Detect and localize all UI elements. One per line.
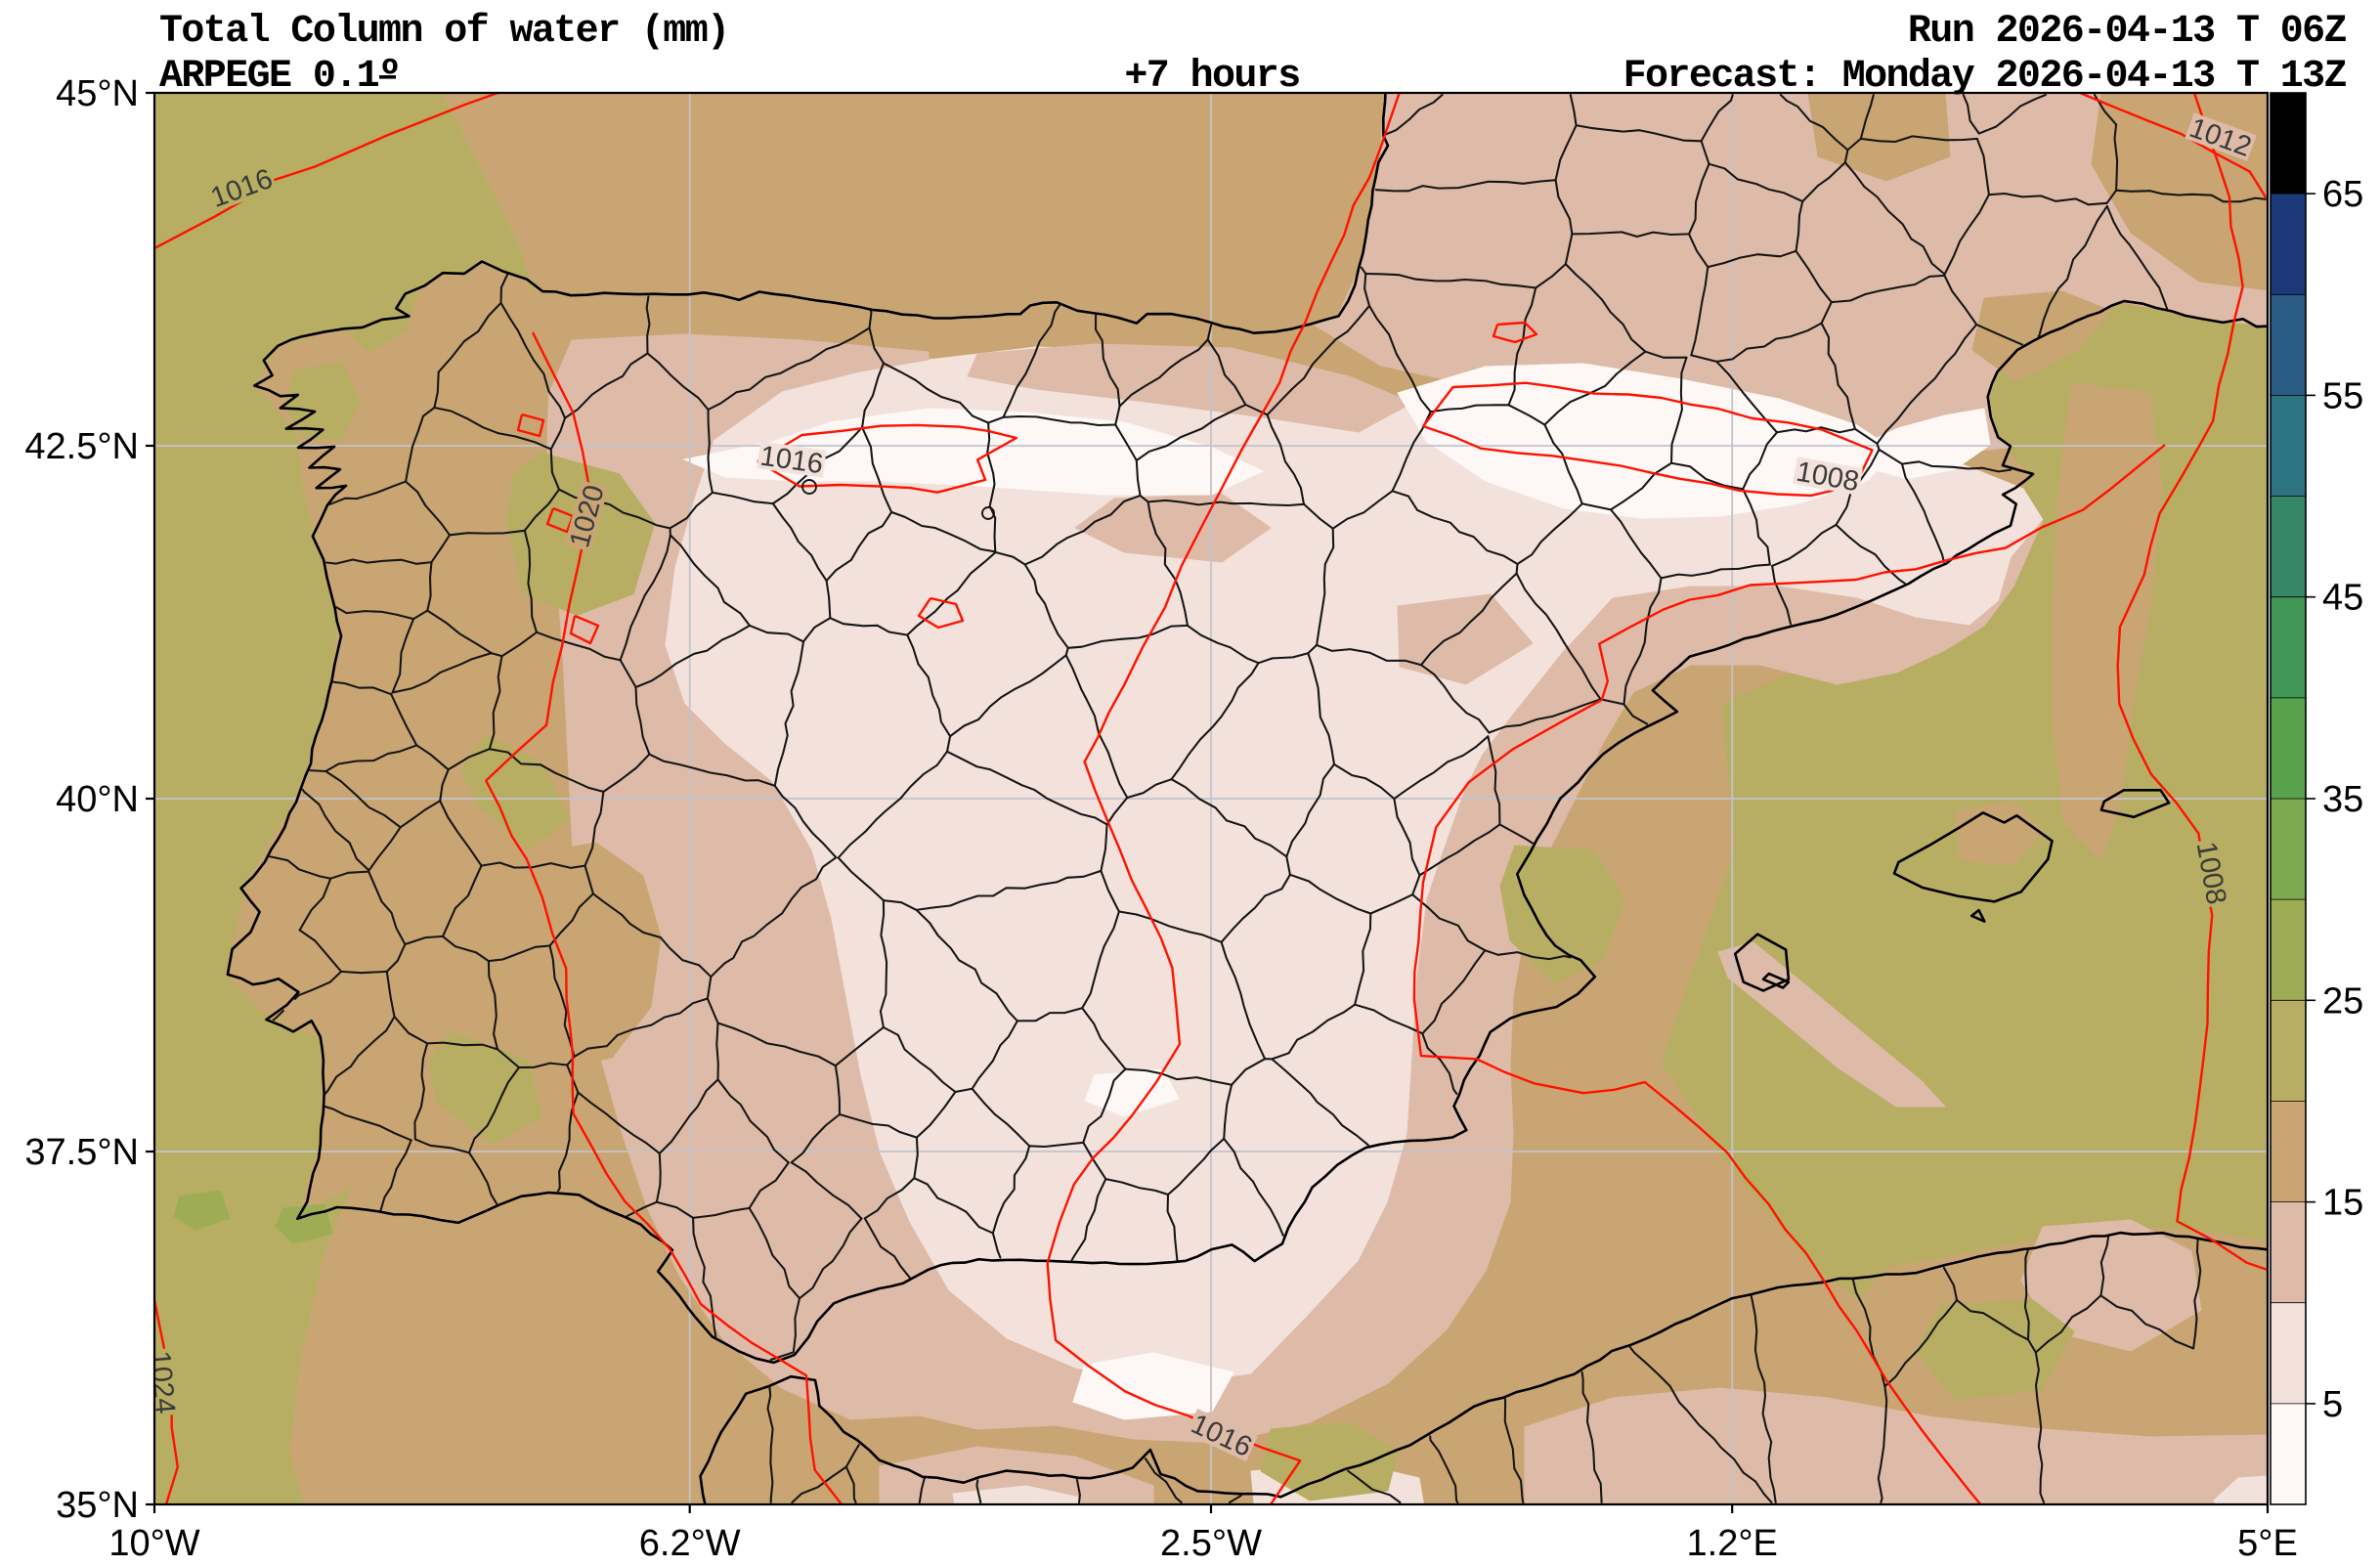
svg-text:Run 2026-04-13 T 06Z: Run 2026-04-13 T 06Z (1908, 10, 2347, 54)
svg-text:45: 45 (2322, 578, 2363, 619)
svg-text:25: 25 (2322, 980, 2363, 1022)
svg-text:6.2°W: 6.2°W (639, 1523, 741, 1564)
svg-text:ARPEGE 0.1º: ARPEGE 0.1º (159, 55, 400, 99)
svg-text:42.5°N: 42.5°N (24, 426, 139, 467)
svg-text:40°N: 40°N (56, 779, 139, 820)
svg-text:+7 hours: +7 hours (1124, 55, 1299, 99)
svg-text:55: 55 (2322, 375, 2363, 416)
svg-text:Forecast: Monday 2026-04-13 T: Forecast: Monday 2026-04-13 T 13Z (1623, 55, 2347, 99)
svg-text:65: 65 (2322, 174, 2363, 215)
svg-text:45°N: 45°N (56, 73, 139, 114)
svg-text:37.5°N: 37.5°N (24, 1132, 139, 1173)
svg-text:35: 35 (2322, 779, 2363, 820)
svg-text:1.2°E: 1.2°E (1687, 1523, 1778, 1564)
svg-text:35°N: 35°N (56, 1485, 139, 1526)
svg-text:5°E: 5°E (2237, 1523, 2298, 1564)
svg-text:10°W: 10°W (108, 1523, 199, 1564)
svg-text:Total Column of water (mm): Total Column of water (mm) (159, 10, 729, 54)
svg-text:2.5°W: 2.5°W (1160, 1523, 1262, 1564)
svg-text:1024: 1024 (144, 1350, 181, 1415)
svg-text:5: 5 (2322, 1384, 2343, 1425)
svg-text:15: 15 (2322, 1183, 2363, 1224)
